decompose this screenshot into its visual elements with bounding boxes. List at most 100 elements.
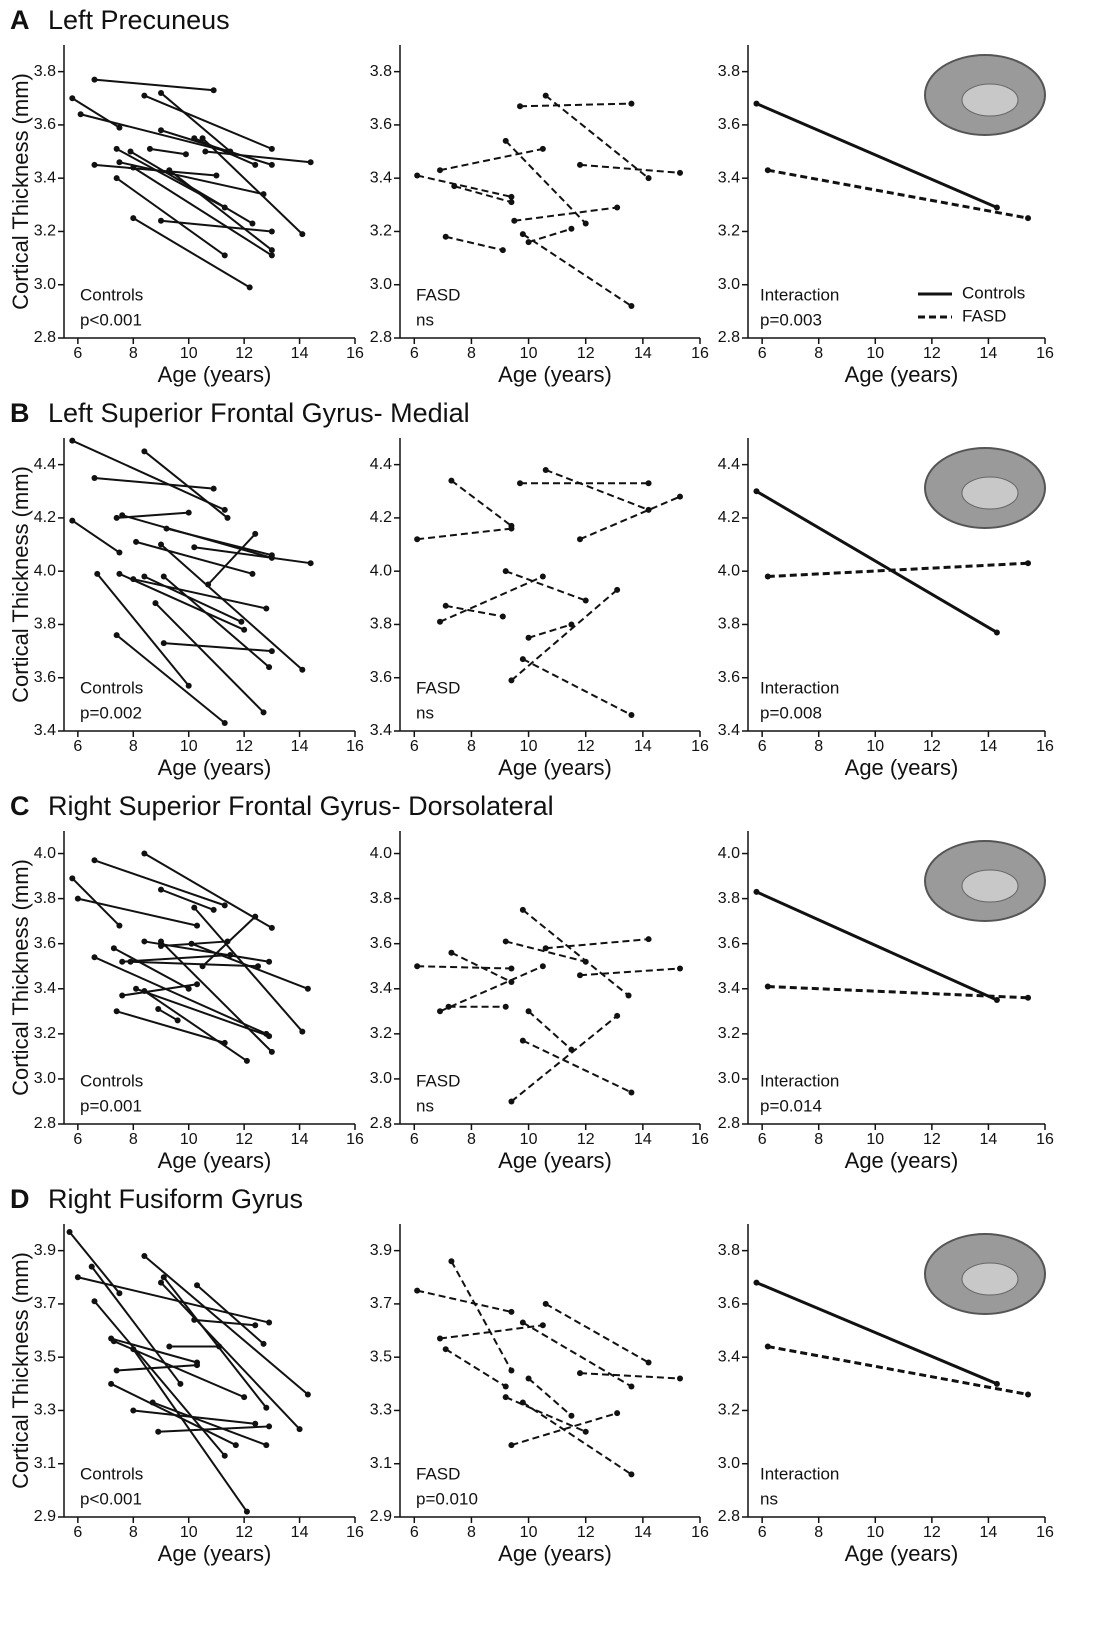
data-point [69, 437, 76, 444]
annotation: p<0.001 [80, 310, 142, 329]
data-point [502, 137, 509, 144]
subject-line [71, 439, 226, 511]
x-axis-label: Age (years) [158, 362, 272, 387]
subject-line [135, 987, 270, 1038]
subject-line [527, 1010, 573, 1051]
data-point [252, 913, 259, 920]
y-axis-label: Cortical Thickness (mm) [8, 466, 33, 703]
subject-line [94, 956, 267, 1035]
data-point [525, 239, 532, 246]
subject-line [504, 140, 587, 225]
subject-line [528, 227, 572, 244]
x-tick-label: 6 [410, 738, 419, 755]
annotation: Controls [80, 1464, 143, 1483]
y-tick-label: 3.0 [34, 276, 56, 293]
x-tick-label: 10 [866, 345, 884, 362]
x-tick-label: 6 [73, 1524, 82, 1541]
data-point [539, 963, 546, 970]
subject-line [191, 942, 309, 990]
y-tick-label: 3.8 [370, 616, 392, 633]
y-tick-label: 4.0 [34, 845, 56, 862]
y-tick-label: 3.0 [718, 1455, 740, 1472]
y-tick-label: 3.2 [718, 223, 740, 240]
data-point [614, 1012, 621, 1019]
x-axis-label: Age (years) [498, 1541, 612, 1566]
y-tick-label: 3.8 [718, 890, 740, 907]
data-point [224, 514, 231, 521]
data-point [238, 618, 245, 625]
y-tick-label: 3.6 [370, 116, 392, 133]
x-tick-label: 12 [577, 1131, 595, 1148]
x-tick-label: 6 [758, 345, 767, 362]
data-point [304, 985, 311, 992]
panel-letter: A [10, 5, 30, 35]
x-tick-label: 14 [291, 1524, 309, 1541]
y-tick-label: 3.2 [718, 1402, 740, 1419]
subject-line [454, 185, 512, 204]
data-point [188, 940, 195, 947]
x-tick-label: 6 [758, 738, 767, 755]
data-point [252, 1420, 259, 1427]
subject-line [160, 219, 272, 233]
y-axis-label: Cortical Thickness (mm) [8, 1252, 33, 1489]
data-point [445, 1003, 452, 1010]
data-point [191, 1316, 198, 1323]
data-point [442, 1346, 449, 1353]
y-tick-label: 3.3 [370, 1402, 392, 1419]
annotation: p<0.001 [80, 1489, 142, 1508]
subject-line [160, 888, 215, 911]
x-tick-label: 10 [866, 1131, 884, 1148]
y-tick-label: 3.8 [34, 890, 56, 907]
subject-line [519, 102, 632, 108]
subject-line [522, 1321, 632, 1388]
subject-line [205, 150, 311, 164]
x-tick-label: 8 [129, 1524, 138, 1541]
subject-line [579, 1372, 681, 1380]
x-tick-label: 12 [235, 738, 253, 755]
data-point [508, 1098, 515, 1105]
data-point [158, 541, 164, 548]
data-point [221, 720, 228, 727]
data-point [628, 712, 635, 719]
data-point [645, 480, 652, 487]
data-point [437, 167, 443, 174]
data-point [1025, 994, 1032, 1001]
y-tick-label: 3.8 [718, 616, 740, 633]
data-point [437, 1335, 443, 1342]
annotation: ns [416, 703, 434, 722]
data-point [539, 145, 546, 152]
data-point [252, 530, 259, 537]
y-tick-label: 4.0 [718, 845, 740, 862]
y-tick-label: 3.7 [34, 1295, 56, 1312]
data-point [155, 1006, 162, 1013]
subject-line [505, 940, 586, 963]
x-tick-label: 16 [1036, 1524, 1054, 1541]
x-tick-label: 10 [520, 738, 538, 755]
legend-label: FASD [962, 306, 1006, 325]
data-point [753, 888, 760, 895]
data-point [249, 220, 256, 227]
y-tick-label: 4.4 [718, 456, 740, 473]
data-point [255, 963, 261, 970]
x-tick-label: 14 [980, 1131, 998, 1148]
subject-line [133, 578, 267, 610]
subject-line [545, 469, 649, 511]
data-point [266, 1319, 273, 1326]
x-tick-label: 6 [758, 1131, 767, 1148]
y-tick-label: 3.2 [370, 223, 392, 240]
data-point [191, 904, 198, 911]
subject-line [116, 177, 226, 257]
y-tick-label: 3.4 [718, 722, 740, 739]
x-axis-label: Age (years) [845, 755, 959, 780]
x-tick-label: 8 [129, 738, 138, 755]
data-point [307, 560, 314, 567]
x-tick-label: 14 [634, 738, 652, 755]
data-point [185, 985, 192, 992]
annotation: p=0.010 [416, 1489, 478, 1508]
data-point [130, 164, 137, 171]
subject-line [143, 990, 248, 1062]
x-tick-label: 12 [235, 345, 253, 362]
x-tick-label: 10 [180, 345, 198, 362]
x-tick-label: 14 [980, 738, 998, 755]
